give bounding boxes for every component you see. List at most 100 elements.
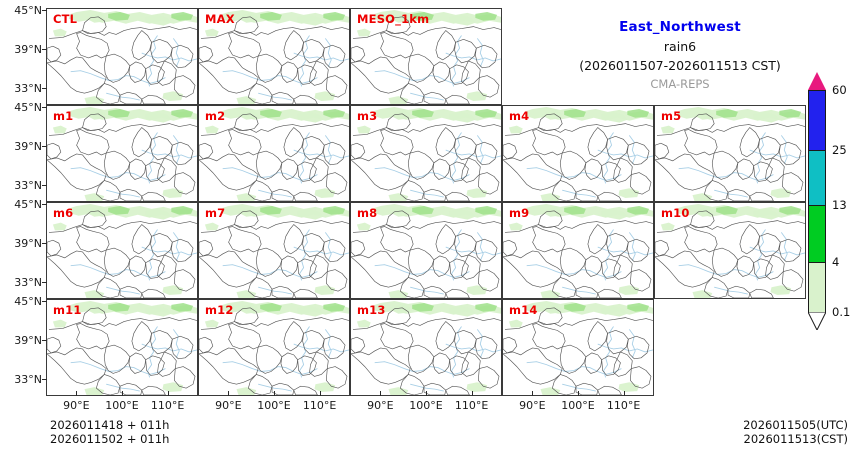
map-canvas (351, 106, 501, 201)
lon-tick-label: 110°E (150, 399, 185, 412)
map-panel-ctl[interactable]: CTL (46, 8, 198, 105)
lat-tick-mark (42, 48, 47, 50)
panel-label: m6 (53, 206, 74, 220)
lon-tick-label: 100°E (257, 399, 291, 412)
river-network (374, 132, 501, 198)
river-network (222, 132, 349, 198)
footer-left-line1: 2026011418 + 011h (50, 418, 170, 432)
lat-tick-label: 39°N (14, 139, 42, 153)
lon-tick-label: 110°E (606, 399, 641, 412)
river-network (222, 229, 349, 295)
panel-label: m3 (357, 109, 378, 123)
lat-tick-mark (42, 87, 47, 89)
province-boundaries (199, 16, 349, 104)
lat-tick-label: 39°N (14, 42, 42, 56)
province-boundaries (199, 113, 349, 201)
footer-right-line1: 2026011505(UTC) (743, 418, 848, 432)
map-panel-m3[interactable]: m3 (350, 105, 502, 202)
panel-label: m2 (205, 109, 226, 123)
map-canvas (351, 300, 501, 395)
map-canvas (199, 300, 349, 395)
lat-tick-label: 45°N (14, 197, 42, 211)
footer-right-line2: 2026011513(CST) (743, 432, 849, 446)
map-panel-m11[interactable]: m11 (46, 299, 198, 396)
map-panel-m1[interactable]: m1 (46, 105, 198, 202)
colorbar-under-arrow (807, 311, 827, 332)
lat-tick-label: 33°N (14, 372, 42, 386)
map-panel-m8[interactable]: m8 (350, 202, 502, 299)
precipitation-shading (660, 106, 805, 201)
lon-tick-label: 100°E (105, 399, 139, 412)
precipitation-shading (204, 203, 349, 298)
lat-tick-mark (42, 9, 47, 11)
map-canvas (351, 9, 501, 104)
river-network (70, 229, 197, 295)
lat-tick-mark (42, 339, 47, 341)
colorbar-tick-label: 4 (832, 255, 840, 269)
map-panel-max[interactable]: MAX (198, 8, 350, 105)
province-boundaries (47, 307, 197, 395)
lon-tick-label: 110°E (302, 399, 337, 412)
lon-tick-mark (76, 391, 78, 396)
lon-tick-label: 90°E (519, 399, 546, 412)
lon-tick-label: 90°E (367, 399, 394, 412)
province-boundaries (199, 307, 349, 395)
province-boundaries (351, 113, 501, 201)
lat-tick-label: 45°N (14, 294, 42, 308)
map-canvas (199, 9, 349, 104)
map-panel-m12[interactable]: m12 (198, 299, 350, 396)
map-canvas (655, 106, 805, 201)
panel-label: m4 (509, 109, 530, 123)
panel-label: m10 (661, 206, 690, 220)
province-boundaries (351, 307, 501, 395)
map-panel-meso_1km[interactable]: MESO_1km (350, 8, 502, 105)
lat-tick-label: 45°N (14, 3, 42, 17)
panel-label: m1 (53, 109, 74, 123)
lat-tick-mark (42, 145, 47, 147)
panel-label: m9 (509, 206, 530, 220)
river-network (374, 326, 501, 392)
map-panel-m2[interactable]: m2 (198, 105, 350, 202)
map-canvas (503, 203, 653, 298)
map-canvas (199, 106, 349, 201)
river-network (374, 35, 501, 101)
map-canvas (47, 203, 197, 298)
colorbar-band-3 (808, 262, 826, 312)
province-boundaries (655, 113, 805, 201)
lon-tick-label: 90°E (215, 399, 242, 412)
map-panel-m10[interactable]: m10 (654, 202, 806, 299)
province-boundaries (199, 210, 349, 298)
map-panel-m4[interactable]: m4 (502, 105, 654, 202)
map-panel-m7[interactable]: m7 (198, 202, 350, 299)
panel-label: MESO_1km (357, 12, 430, 26)
river-network (526, 326, 653, 392)
map-panel-m9[interactable]: m9 (502, 202, 654, 299)
colorbar-band-0 (808, 90, 826, 150)
map-canvas (47, 300, 197, 395)
lat-tick-label: 39°N (14, 333, 42, 347)
figure-title-block: East_Northwest rain6 (2026011507-2026011… (520, 18, 840, 94)
lat-tick-label: 45°N (14, 100, 42, 114)
panel-label: m8 (357, 206, 378, 220)
map-panel-m14[interactable]: m14 (502, 299, 654, 396)
colorbar-tick-label: 0.1 (832, 305, 851, 319)
lon-tick-label: 90°E (63, 399, 90, 412)
river-network (374, 229, 501, 295)
lon-tick-mark (471, 391, 473, 396)
lon-tick-mark (578, 391, 579, 396)
variable-title: rain6 (663, 39, 697, 54)
lat-tick-mark (42, 242, 47, 244)
colorbar-tick-label: 13 (832, 198, 847, 212)
map-panel-m6[interactable]: m6 (46, 202, 198, 299)
lat-tick-label: 33°N (14, 275, 42, 289)
map-panel-m13[interactable]: m13 (350, 299, 502, 396)
lon-tick-mark (380, 391, 382, 396)
river-network (526, 132, 653, 198)
precipitation-shading (660, 203, 805, 298)
map-canvas (47, 106, 197, 201)
lat-tick-label: 33°N (14, 178, 42, 192)
map-panel-m5[interactable]: m5 (654, 105, 806, 202)
precipitation-shading (204, 106, 349, 201)
colorbar-tick-label: 25 (832, 143, 847, 157)
panel-label: m12 (205, 303, 234, 317)
